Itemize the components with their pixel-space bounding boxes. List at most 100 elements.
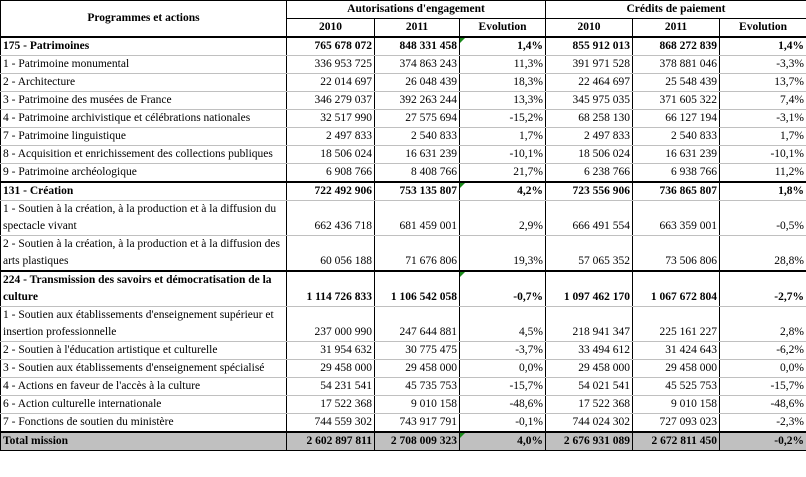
cp-2010-cell: 29 458 000 [545, 359, 633, 378]
ae-2011-cell: 848 331 458 [374, 36, 460, 56]
cp-2010-cell: 744 024 302 [545, 413, 633, 433]
cp-2011-cell: 31 424 643 [632, 341, 720, 360]
cp-2010-cell: 6 238 766 [545, 163, 633, 183]
ae-evolution-cell: 21,7% [459, 163, 546, 183]
cp-2011-cell: 25 548 439 [632, 73, 720, 92]
action-row: 2 - Soutien à l'éducation artistique et … [0, 341, 806, 360]
action-row: 4 - Actions en faveur de l'accès à la cu… [0, 377, 806, 396]
programme-row: 175 - Patrimoines 765 678 072 848 331 458 1… [0, 36, 806, 56]
ae-2010-cell: 18 506 024 [286, 145, 375, 164]
ae-evolution-cell: 19,3% [459, 235, 546, 272]
action-row: 3 - Soutien aux établissements d'enseign… [0, 359, 806, 378]
action-row: 2 - Architecture 22 014 697 26 048 439 18,3… [0, 73, 806, 92]
cp-evolution-cell: 28,8% [719, 235, 806, 272]
cp-2011-cell: 727 093 023 [632, 413, 720, 433]
ae-2010-cell: 22 014 697 [286, 73, 375, 92]
cp-2011-cell: 378 881 046 [632, 55, 720, 74]
label-cell: 2 - Architecture [0, 73, 287, 92]
label-cell: 1 - Soutien à la création, à la producti… [0, 200, 287, 236]
ae-2010-cell: 2 602 897 811 [286, 431, 375, 451]
label-cell: 4 - Actions en faveur de l'accès à la cu… [0, 377, 287, 396]
cp-evolution-cell: -10,1% [719, 145, 806, 164]
header-ae-2011: 2011 [374, 18, 460, 38]
ae-2010-cell: 2 497 833 [286, 127, 375, 146]
ae-2011-cell: 27 575 694 [374, 109, 460, 128]
ae-evolution-cell: -0,7% [459, 270, 546, 307]
ae-evolution-cell: 1,4% [459, 36, 546, 56]
cp-2010-cell: 18 506 024 [545, 145, 633, 164]
ae-2010-cell: 1 114 726 833 [286, 270, 375, 307]
action-row: 1 - Soutien à la création, à la producti… [0, 200, 806, 236]
header-ae-evolution: Evolution [459, 18, 546, 38]
label-cell: 1 - Soutien aux établissements d'enseign… [0, 306, 287, 342]
ae-2010-cell: 744 559 302 [286, 413, 375, 433]
cp-2011-cell: 736 865 807 [632, 181, 720, 201]
ae-evolution-cell: 4,0% [459, 431, 546, 451]
ae-2011-cell: 743 917 791 [374, 413, 460, 433]
label-cell: 7 - Fonctions de soutien du ministère [0, 413, 287, 433]
ae-evolution-cell: 4,5% [459, 306, 546, 342]
header-autorisations-engagement: Autorisations d'engagement [286, 0, 546, 19]
ae-2010-cell: 29 458 000 [286, 359, 375, 378]
label-cell: 2 - Soutien à la création, à la producti… [0, 235, 287, 272]
header-cp-evolution: Evolution [719, 18, 806, 38]
action-row: 9 - Patrimoine archéologique 6 908 766 8 4… [0, 163, 806, 183]
cp-evolution-cell: 0,0% [719, 359, 806, 378]
ae-2011-cell: 2 708 009 323 [374, 431, 460, 451]
ae-2010-cell: 722 492 906 [286, 181, 375, 201]
cp-2011-cell: 225 161 227 [632, 306, 720, 342]
cp-evolution-cell: -2,7% [719, 270, 806, 307]
total-row: Total mission 2 602 897 811 2 708 009 323 4… [0, 431, 806, 451]
cp-2010-cell: 33 494 612 [545, 341, 633, 360]
ae-2011-cell: 753 135 807 [374, 181, 460, 201]
cp-2010-cell: 855 912 013 [545, 36, 633, 56]
ae-evolution-cell: -15,2% [459, 109, 546, 128]
ae-2011-cell: 26 048 439 [374, 73, 460, 92]
cp-evolution-cell: -3,3% [719, 55, 806, 74]
label-cell: 4 - Patrimoine archivistique et célébrat… [0, 109, 287, 128]
ae-2011-cell: 29 458 000 [374, 359, 460, 378]
cp-2011-cell: 9 010 158 [632, 395, 720, 414]
cp-2011-cell: 6 938 766 [632, 163, 720, 183]
ae-2010-cell: 336 953 725 [286, 55, 375, 74]
cp-2010-cell: 2 497 833 [545, 127, 633, 146]
label-cell: 1 - Patrimoine monumental [0, 55, 287, 74]
cp-2011-cell: 2 540 833 [632, 127, 720, 146]
ae-2011-cell: 9 010 158 [374, 395, 460, 414]
ae-evolution-cell: 1,7% [459, 127, 546, 146]
ae-2010-cell: 32 517 990 [286, 109, 375, 128]
action-row: 1 - Patrimoine monumental 336 953 725 374 … [0, 55, 806, 74]
cp-2010-cell: 391 971 528 [545, 55, 633, 74]
cp-evolution-cell: -0,5% [719, 200, 806, 236]
cp-2011-cell: 29 458 000 [632, 359, 720, 378]
ae-evolution-cell: 2,9% [459, 200, 546, 236]
label-cell: 2 - Soutien à l'éducation artistique et … [0, 341, 287, 360]
cp-2011-cell: 73 506 806 [632, 235, 720, 272]
action-row: 3 - Patrimoine des musées de France 346 2… [0, 91, 806, 110]
action-row: 1 - Soutien aux établissements d'enseign… [0, 306, 806, 342]
cp-2010-cell: 68 258 130 [545, 109, 633, 128]
cp-2010-cell: 218 941 347 [545, 306, 633, 342]
label-cell: 131 - Création [0, 181, 287, 201]
ae-2011-cell: 71 676 806 [374, 235, 460, 272]
cp-evolution-cell: 11,2% [719, 163, 806, 183]
cp-evolution-cell: -3,1% [719, 109, 806, 128]
cp-2011-cell: 663 359 001 [632, 200, 720, 236]
ae-evolution-cell: 11,3% [459, 55, 546, 74]
action-row: 6 - Action culturelle internationale 17 5… [0, 395, 806, 414]
cp-evolution-cell: -15,7% [719, 377, 806, 396]
label-cell: 8 - Acquisition et enrichissement des co… [0, 145, 287, 164]
table-body: 175 - Patrimoines 765 678 072 848 331 458 1… [0, 36, 806, 451]
ae-2011-cell: 392 263 244 [374, 91, 460, 110]
label-cell: 6 - Action culturelle internationale [0, 395, 287, 414]
ae-2011-cell: 2 540 833 [374, 127, 460, 146]
header-programmes: Programmes et actions [0, 0, 287, 38]
ae-2010-cell: 765 678 072 [286, 36, 375, 56]
action-row: 7 - Fonctions de soutien du ministère 744… [0, 413, 806, 433]
label-cell: 7 - Patrimoine linguistique [0, 127, 287, 146]
cp-evolution-cell: 1,8% [719, 181, 806, 201]
ae-evolution-cell: -48,6% [459, 395, 546, 414]
cp-2011-cell: 16 631 239 [632, 145, 720, 164]
ae-evolution-cell: -3,7% [459, 341, 546, 360]
ae-2011-cell: 247 644 881 [374, 306, 460, 342]
